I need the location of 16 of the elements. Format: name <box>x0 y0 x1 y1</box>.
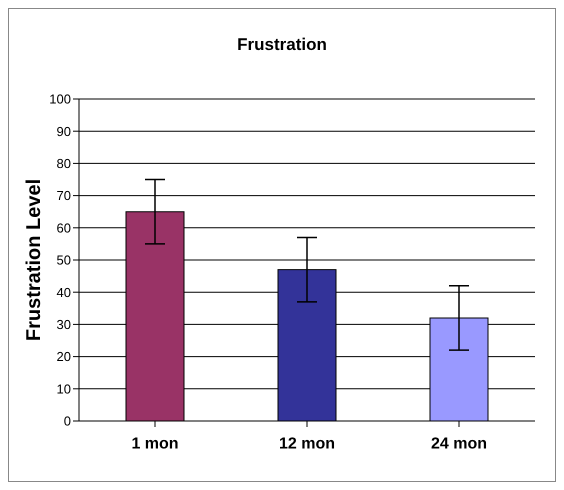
x-tick-label: 24 mon <box>430 435 488 452</box>
y-tick-label: 10 <box>56 381 71 396</box>
x-tick-label: 1 mon <box>131 435 179 452</box>
y-tick-label: 20 <box>56 349 71 364</box>
y-tick-label: 40 <box>56 284 71 300</box>
chart-title: Frustration <box>236 35 328 55</box>
y-tick-label: 50 <box>56 252 71 268</box>
y-tick-label: 100 <box>49 92 71 107</box>
y-tick-label: 90 <box>56 124 71 139</box>
y-tick-label: 80 <box>56 156 71 172</box>
y-tick-label: 70 <box>56 188 71 204</box>
y-tick-label: 60 <box>56 220 71 236</box>
y-axis-title: Frustration Level <box>23 178 46 342</box>
y-tick-label: 30 <box>56 317 71 332</box>
y-tick-label: 0 <box>64 414 71 429</box>
x-tick-label: 12 mon <box>278 435 336 452</box>
